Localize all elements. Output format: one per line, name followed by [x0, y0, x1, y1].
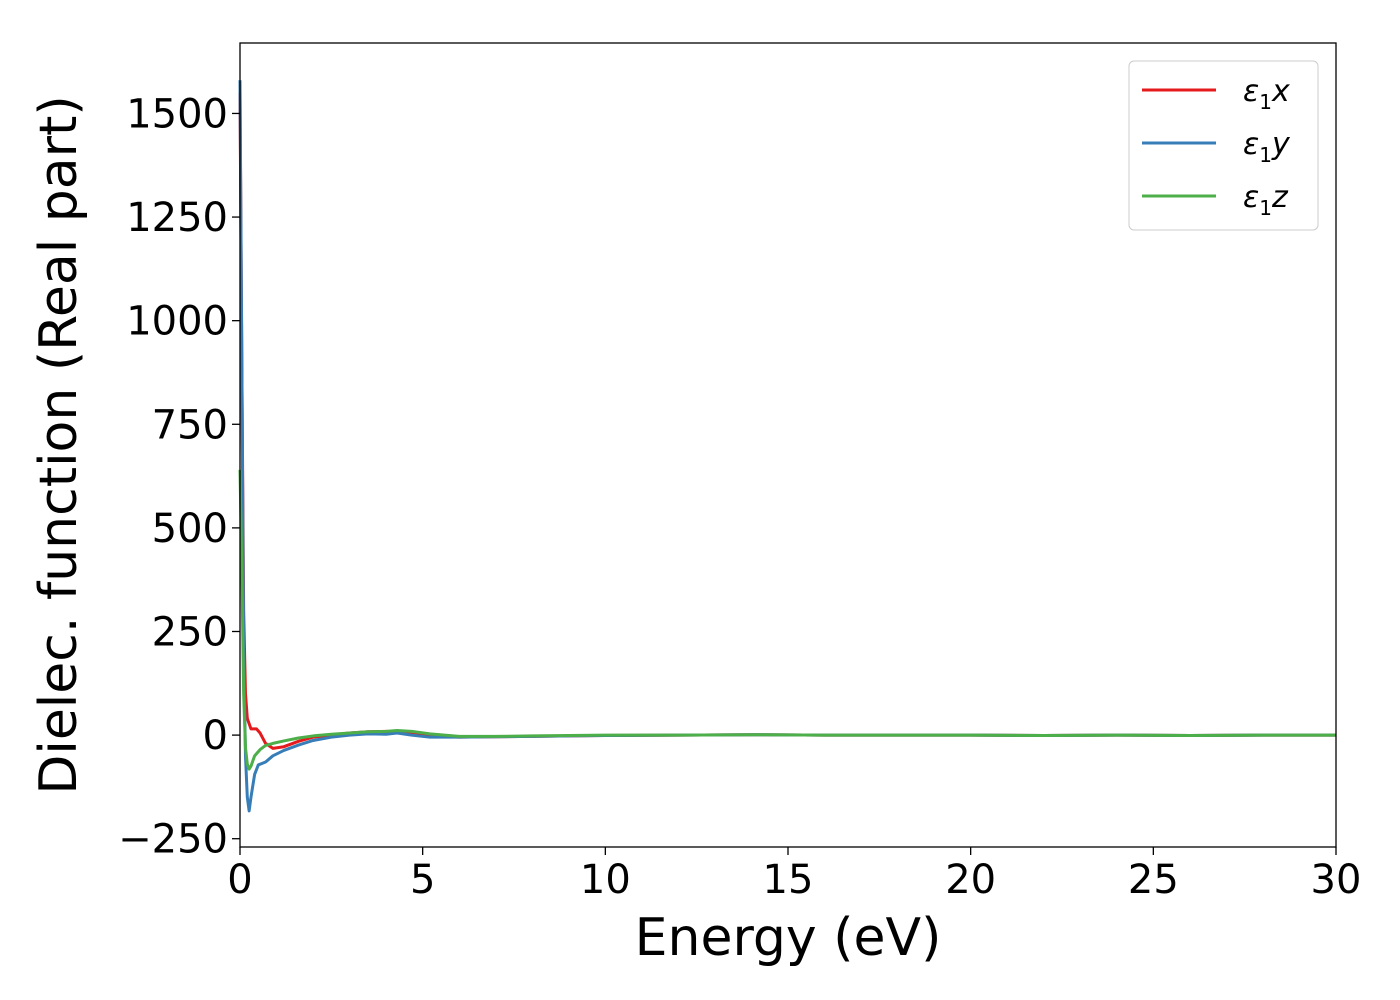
y-tick-label: 1500	[126, 91, 228, 137]
legend-label-e1x-sub: 1	[1259, 90, 1272, 114]
x-tick-label: 30	[1311, 857, 1362, 903]
y-tick-label: −250	[118, 817, 228, 863]
y-tick-label: 1250	[126, 195, 228, 241]
y-tick-label: 500	[152, 506, 228, 552]
legend-label-e1y: ε1y	[1243, 127, 1291, 167]
series-line-e1z	[238, 469, 1336, 771]
legend-label-e1x-suffix: x	[1271, 74, 1290, 109]
legend-label-e1z-main: ε	[1243, 180, 1259, 215]
x-axis: 0 5 10 15 20 25 30	[227, 847, 1361, 903]
x-tick-label: 25	[1128, 857, 1179, 903]
x-tick-label: 0	[227, 857, 252, 903]
x-tick-label: 20	[945, 857, 996, 903]
legend-label-e1z-sub: 1	[1259, 196, 1272, 220]
y-axis: −250 0 250 500 750 1000 1250 1500	[118, 91, 240, 863]
y-tick-label: 1000	[126, 299, 228, 345]
legend-label-e1x: ε1x	[1243, 74, 1290, 114]
legend-label-e1y-suffix: y	[1271, 127, 1291, 162]
legend-label-e1y-sub: 1	[1259, 143, 1272, 167]
x-tick-label: 5	[410, 857, 435, 903]
legend-label-e1z-suffix: z	[1271, 180, 1289, 215]
plot-lines	[238, 80, 1336, 813]
legend-label-e1y-main: ε	[1243, 127, 1259, 162]
x-tick-label: 15	[763, 857, 814, 903]
x-axis-title: Energy (eV)	[635, 908, 942, 968]
y-tick-label: 0	[203, 713, 228, 759]
legend: ε1x ε1y ε1z	[1128, 60, 1319, 231]
legend-label-e1z: ε1z	[1243, 180, 1289, 220]
y-tick-label: 250	[152, 609, 228, 655]
y-axis-title: Dielec. function (Real part)	[29, 95, 89, 794]
y-tick-label: 750	[152, 402, 228, 448]
legend-box	[1128, 60, 1319, 231]
x-tick-label: 10	[580, 857, 631, 903]
legend-label-e1x-main: ε	[1243, 74, 1259, 109]
